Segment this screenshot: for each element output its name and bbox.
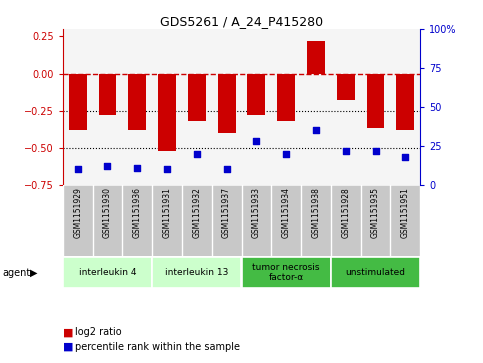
Text: agent: agent bbox=[2, 268, 30, 278]
Point bbox=[342, 148, 350, 154]
Text: GSM1151935: GSM1151935 bbox=[371, 187, 380, 238]
Text: GSM1151938: GSM1151938 bbox=[312, 187, 320, 238]
Point bbox=[282, 151, 290, 156]
Text: interleukin 13: interleukin 13 bbox=[165, 268, 228, 277]
Point bbox=[193, 151, 201, 156]
Point bbox=[372, 148, 380, 154]
Text: GSM1151929: GSM1151929 bbox=[73, 187, 82, 238]
Bar bbox=[337, 74, 355, 100]
Bar bbox=[218, 74, 236, 133]
Text: GSM1151937: GSM1151937 bbox=[222, 187, 231, 238]
Bar bbox=[99, 74, 116, 115]
Bar bbox=[397, 74, 414, 130]
Point bbox=[163, 166, 171, 172]
Bar bbox=[247, 74, 265, 115]
Text: ■: ■ bbox=[63, 342, 73, 352]
Bar bbox=[158, 74, 176, 151]
Point bbox=[312, 127, 320, 133]
Text: ▶: ▶ bbox=[30, 268, 38, 278]
Title: GDS5261 / A_24_P415280: GDS5261 / A_24_P415280 bbox=[160, 15, 323, 28]
Text: GSM1151951: GSM1151951 bbox=[401, 187, 410, 238]
Text: GSM1151936: GSM1151936 bbox=[133, 187, 142, 238]
Text: GSM1151930: GSM1151930 bbox=[103, 187, 112, 238]
Text: ■: ■ bbox=[63, 327, 73, 337]
Text: GSM1151928: GSM1151928 bbox=[341, 187, 350, 238]
Text: GSM1151934: GSM1151934 bbox=[282, 187, 291, 238]
Bar bbox=[277, 74, 295, 121]
Point bbox=[253, 138, 260, 144]
Text: unstimulated: unstimulated bbox=[345, 268, 406, 277]
Bar bbox=[331, 257, 420, 288]
Text: GSM1151933: GSM1151933 bbox=[252, 187, 261, 238]
Text: log2 ratio: log2 ratio bbox=[75, 327, 122, 337]
Bar bbox=[242, 257, 331, 288]
Point bbox=[223, 166, 230, 172]
Point bbox=[104, 163, 112, 169]
Point bbox=[401, 154, 409, 160]
Text: GSM1151931: GSM1151931 bbox=[163, 187, 171, 238]
Text: percentile rank within the sample: percentile rank within the sample bbox=[75, 342, 240, 352]
Text: tumor necrosis
factor-α: tumor necrosis factor-α bbox=[253, 263, 320, 282]
Text: GSM1151932: GSM1151932 bbox=[192, 187, 201, 238]
Bar bbox=[367, 74, 384, 129]
Point bbox=[74, 166, 82, 172]
Point bbox=[133, 165, 141, 171]
Bar bbox=[188, 74, 206, 121]
Bar bbox=[152, 257, 242, 288]
Bar bbox=[69, 74, 86, 130]
Bar bbox=[63, 257, 152, 288]
Bar bbox=[307, 41, 325, 74]
Text: interleukin 4: interleukin 4 bbox=[79, 268, 136, 277]
Bar bbox=[128, 74, 146, 130]
